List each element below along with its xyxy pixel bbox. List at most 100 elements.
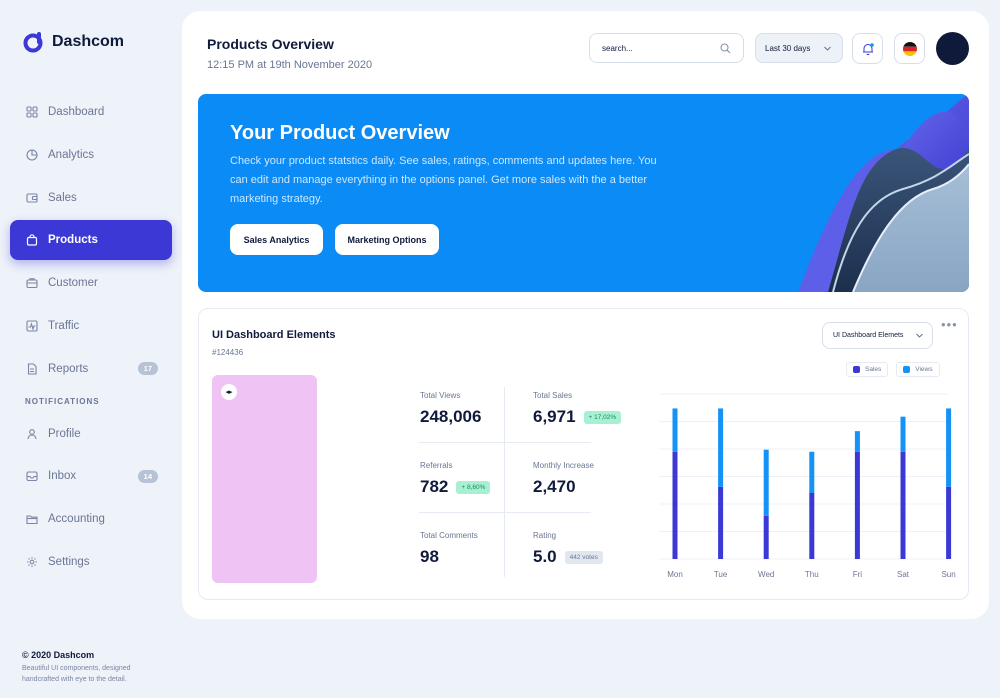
stat-total-views: Total Views 248,006 <box>420 391 481 427</box>
date-range-dropdown[interactable]: Last 30 days <box>755 33 843 63</box>
sidebar-item-label: Settings <box>48 555 90 568</box>
panel-id: #124436 <box>212 348 244 357</box>
stat-value: 5.0 <box>533 547 557 566</box>
divider <box>419 442 591 443</box>
stat-label: Total Views <box>420 391 461 400</box>
x-tick-label: Sat <box>897 570 910 579</box>
growth-badge: + 17,02% <box>583 410 622 424</box>
bar-views <box>763 449 769 516</box>
germany-flag-icon <box>902 41 917 56</box>
stat-rating: Rating 5.0 442 votes <box>533 531 603 567</box>
sidebar-footer: © 2020 Dashcom Beautiful UI components, … <box>22 650 152 685</box>
date-range-label: Last 30 days <box>765 43 811 53</box>
sidebar-item-products[interactable]: Products <box>10 220 172 261</box>
search-placeholder: search... <box>602 43 633 53</box>
x-tick-label: Wed <box>758 570 774 579</box>
stat-monthly-increase: Monthly Increase 2,470 <box>533 461 594 497</box>
bar-views <box>809 451 815 493</box>
hero-description: Check your product statstics daily. See … <box>230 155 657 205</box>
bar-views <box>854 431 860 452</box>
chevron-down-icon <box>916 333 923 338</box>
sidebar-item-dashboard[interactable]: Dashboard <box>10 92 172 132</box>
stat-total-comments: Total Comments 98 <box>420 531 478 567</box>
bar-sales <box>763 515 769 559</box>
x-tick-label: Mon <box>667 570 683 579</box>
folder-icon <box>25 512 39 526</box>
avatar[interactable] <box>936 32 969 65</box>
hero-title: Your Product Overview <box>230 122 450 144</box>
x-tick-label: Fri <box>853 570 863 579</box>
sidebar-item-sales[interactable]: Sales <box>10 178 172 218</box>
copyright: © 2020 Dashcom <box>22 650 95 660</box>
sidebar-item-label: Sales <box>48 191 77 204</box>
hero-banner: Your Product Overview Check your product… <box>198 94 969 292</box>
stat-total-sales: Total Sales 6,971 + 17,02% <box>533 391 622 427</box>
bar-views <box>946 408 952 487</box>
language-button[interactable] <box>894 33 925 64</box>
legend-label: Views <box>915 366 933 373</box>
sidebar-item-label: Reports <box>48 362 89 375</box>
page-timestamp: 12:15 PM at 19th November 2020 <box>207 59 373 71</box>
stat-value: 782 <box>420 477 449 496</box>
bar-views <box>718 408 724 487</box>
search-icon[interactable] <box>720 42 731 54</box>
bar-sales <box>672 451 678 559</box>
search-input[interactable]: search... <box>589 33 744 63</box>
sidebar-item-settings[interactable]: Settings <box>10 542 172 582</box>
grid-icon <box>25 105 39 119</box>
wallet-icon <box>25 191 39 205</box>
x-tick-label: Thu <box>805 570 819 579</box>
stat-label: Monthly Increase <box>533 461 594 470</box>
bar-views <box>900 416 906 452</box>
dashcom-logo-icon <box>23 32 43 53</box>
sidebar-item-reports[interactable]: Reports 17 <box>10 349 172 389</box>
brand[interactable]: Dashcom <box>22 31 124 53</box>
x-tick-label: Tue <box>714 570 728 579</box>
sidebar-item-accounting[interactable]: Accounting <box>10 499 172 539</box>
page-title: Products Overview <box>207 36 334 52</box>
legend-swatch <box>903 366 911 373</box>
panel-title: UI Dashboard Elements <box>212 329 336 341</box>
sidebar-item-label: Accounting <box>48 513 105 526</box>
sidebar-item-customer[interactable]: Customer <box>10 263 172 303</box>
reports-count-badge: 17 <box>137 362 158 376</box>
sidebar-item-inbox[interactable]: Inbox 14 <box>10 456 172 496</box>
preview-card[interactable]: ◂▸ <box>212 375 317 583</box>
marketing-options-button[interactable]: Marketing Options <box>335 224 439 255</box>
bar-views <box>672 408 678 452</box>
more-options-icon[interactable]: ••• <box>941 317 958 332</box>
sidebar-item-label: Dashboard <box>48 106 105 118</box>
sidebar-item-label: Profile <box>48 427 81 440</box>
resize-arrows-icon[interactable]: ◂▸ <box>221 384 237 400</box>
sidebar-item-analytics[interactable]: Analytics <box>10 135 172 175</box>
sidebar-item-label: Products <box>48 234 98 247</box>
sidebar-item-label: Traffic <box>48 319 80 332</box>
sidebar-item-traffic[interactable]: Traffic <box>10 306 172 346</box>
bar-sales <box>946 486 952 559</box>
stat-referrals: Referrals 782 + 8,60% <box>420 461 491 497</box>
sidebar-nav: Dashboard Analytics Sales Products Custo… <box>10 92 172 585</box>
stat-label: Total Sales <box>533 391 573 400</box>
document-icon <box>25 362 39 376</box>
stats-panel: UI Dashboard Elements #124436 UI Dashboa… <box>198 308 969 600</box>
chevron-down-icon <box>824 46 831 51</box>
panel-dropdown[interactable]: UI Dashboard Elemets <box>822 322 933 349</box>
stat-value: 98 <box>420 547 439 566</box>
sales-analytics-button[interactable]: Sales Analytics <box>230 224 323 255</box>
legend-item-views[interactable]: Views <box>896 362 940 377</box>
bar-sales <box>854 451 860 559</box>
user-icon <box>25 427 39 441</box>
inbox-count-badge: 14 <box>137 469 158 483</box>
bell-icon <box>862 42 874 55</box>
stat-label: Rating <box>533 531 557 540</box>
notifications-section-label: NOTIFICATIONS <box>25 396 100 406</box>
notifications-button[interactable] <box>852 33 883 64</box>
stat-label: Total Comments <box>420 531 478 540</box>
sidebar-item-profile[interactable]: Profile <box>10 414 172 454</box>
inbox-icon <box>25 469 39 483</box>
activity-icon <box>25 319 39 333</box>
panel-dropdown-label: UI Dashboard Elemets <box>833 332 904 339</box>
legend-item-sales[interactable]: Sales <box>846 362 889 377</box>
stat-value: 248,006 <box>420 407 482 426</box>
x-tick-label: Sun <box>941 570 955 579</box>
